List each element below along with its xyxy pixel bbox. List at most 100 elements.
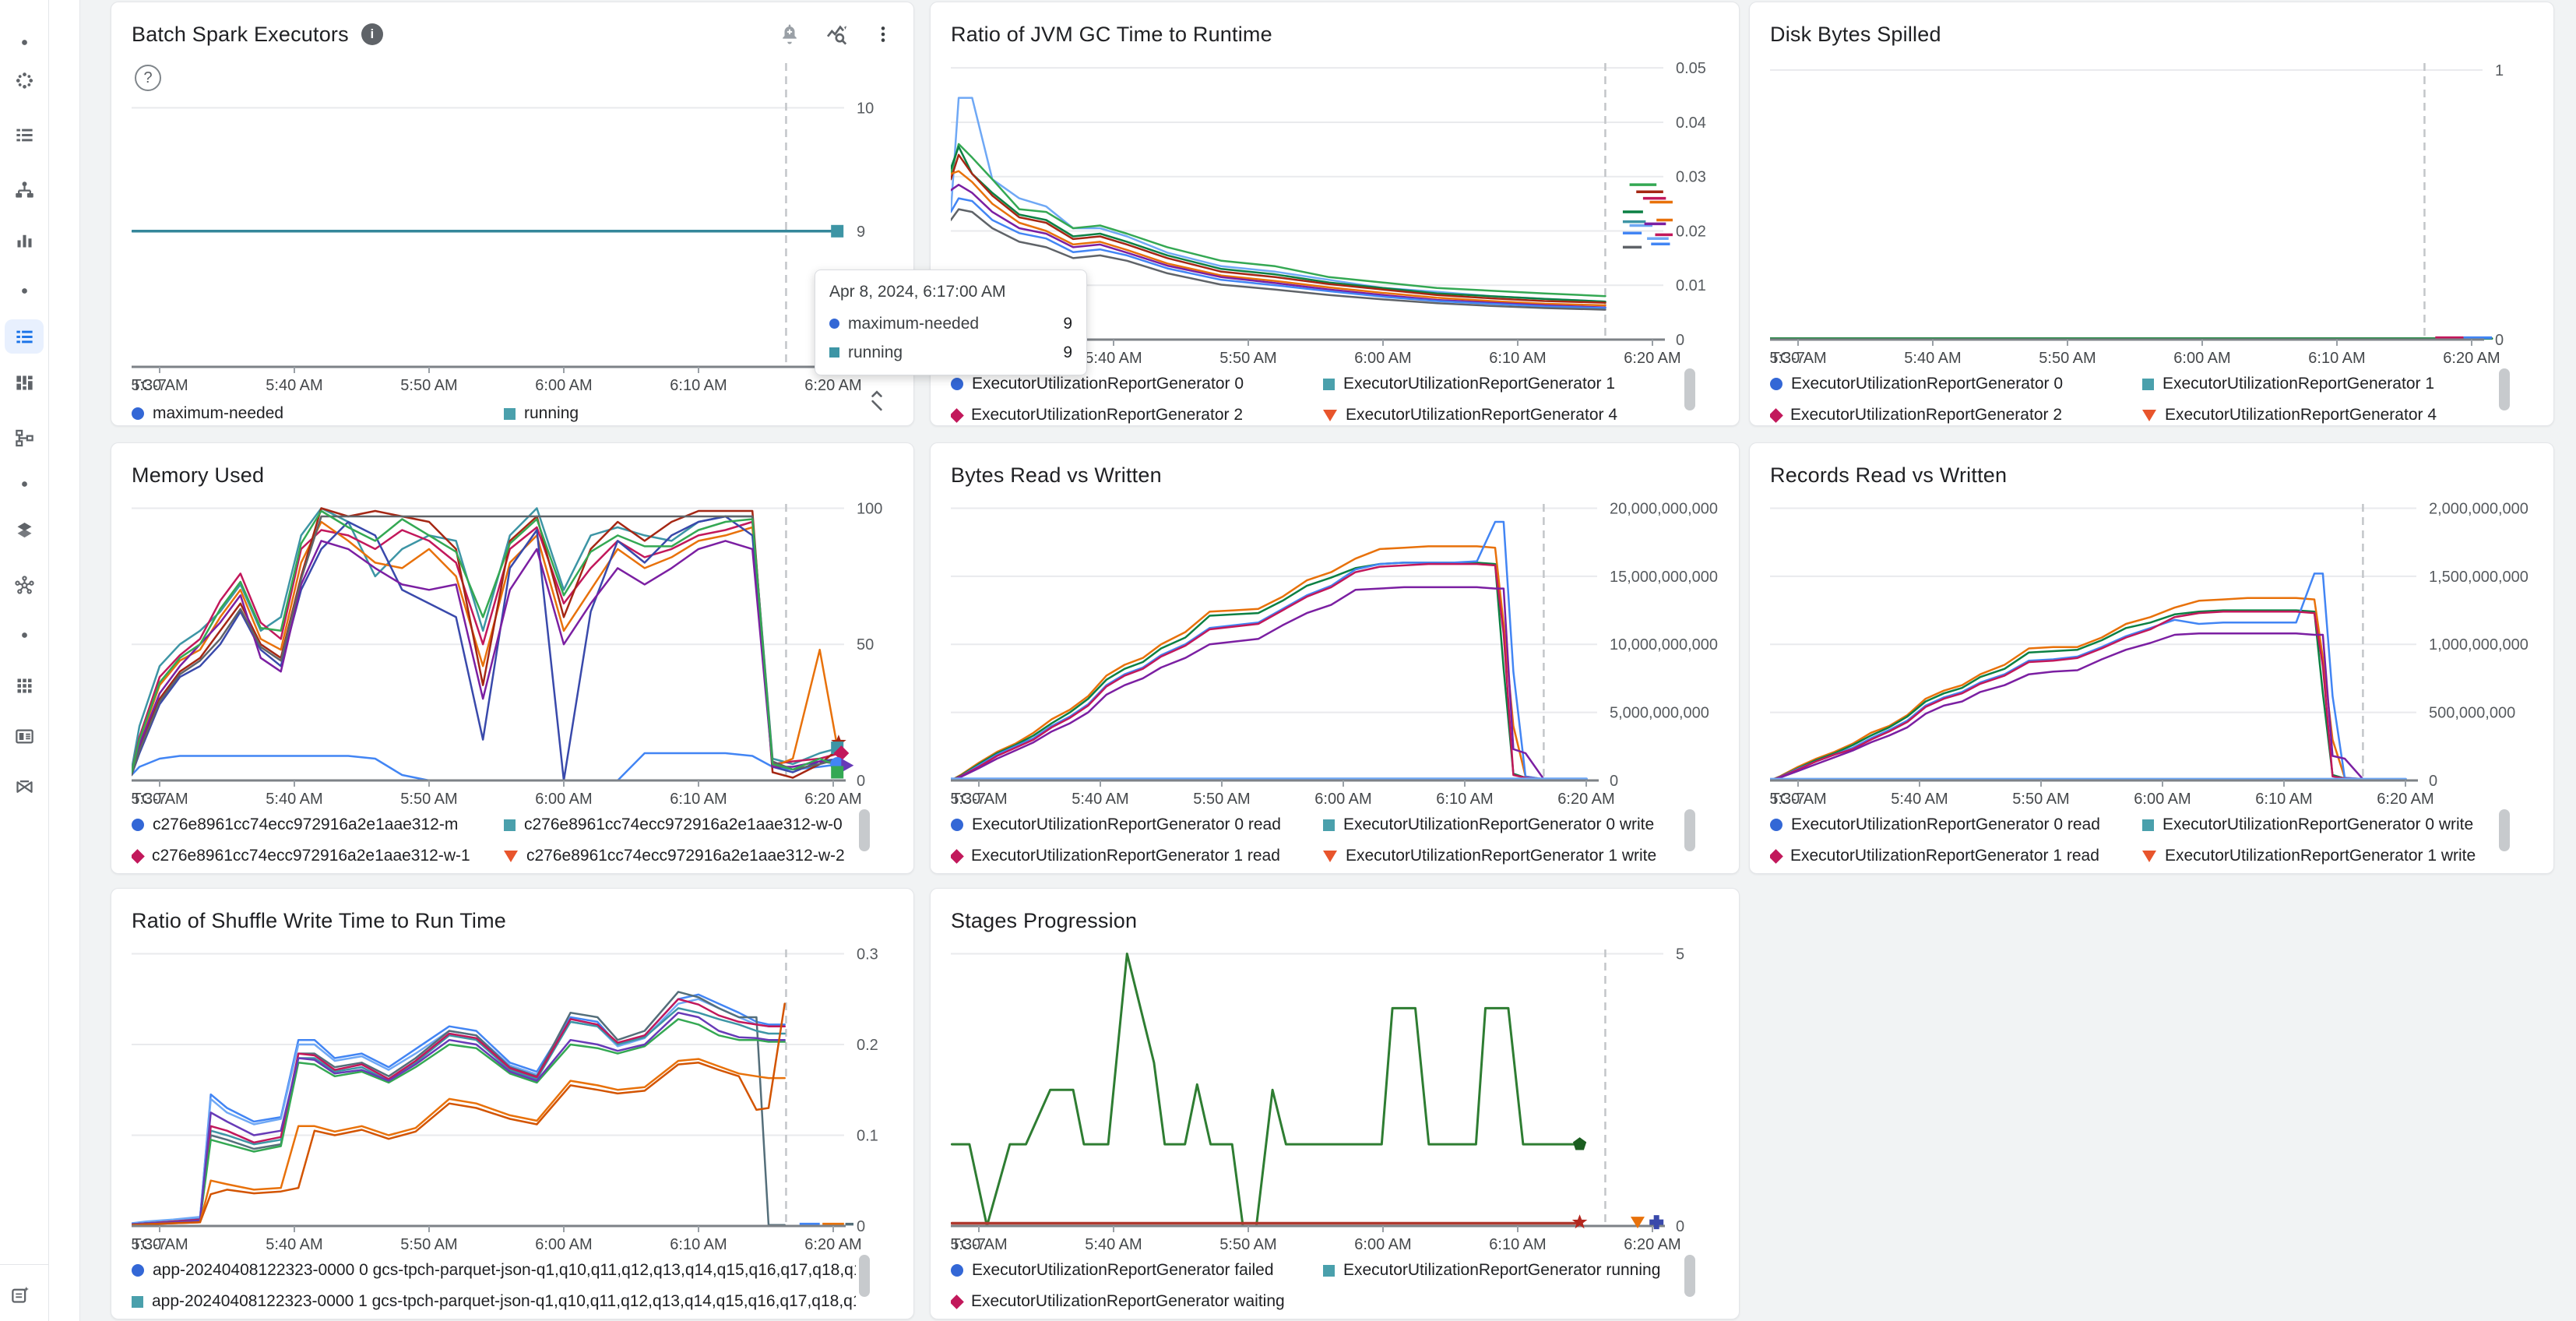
legend-item[interactable]: ExecutorUtilizationReportGenerator 1 rea… [1770, 847, 2142, 865]
legend-item[interactable]: ExecutorUtilizationReportGenerator waiti… [951, 1292, 1285, 1311]
panel-card-4: Memory Used 100 50 0 UTC-75:30 AM 5:40 AM 5:50… [111, 442, 914, 874]
legend-item[interactable]: c276e8961cc74ecc972916a2e1aae312-m [132, 815, 504, 834]
legend-row: ExecutorUtilizationReportGenerator 1 rea… [1770, 840, 2533, 872]
legend-scrollbar-thumb[interactable] [2499, 809, 2510, 851]
legend-item[interactable]: c276e8961cc74ecc972916a2e1aae312-w-0 [504, 815, 843, 834]
legend-scrollbar-thumb[interactable] [859, 809, 870, 851]
chart-plot[interactable]: 5 0 UTC-75:30 AM 5:40 AM 5:50 AM 6:00 AM 6:10 … [951, 942, 1719, 1252]
circle-legend-symbol [951, 819, 963, 831]
tooltip-row: running 9 [829, 338, 1072, 367]
legend-item[interactable]: maximum-needed [132, 404, 504, 423]
rail-dashboard-icon[interactable] [5, 365, 44, 400]
series-line-running [951, 953, 1582, 1228]
chart-plot[interactable]: 0.3 0.2 0.1 0 UTC-75:30 AM 5:40 AM 5:50 AM 6:00… [132, 942, 893, 1252]
legend-item[interactable]: ExecutorUtilizationReportGenerator 4 [1323, 406, 1617, 424]
series-line [951, 197, 1606, 309]
legend-item[interactable]: ExecutorUtilizationReportGenerator 1 [2142, 375, 2434, 393]
legend-item[interactable]: ExecutorUtilizationReportGenerator 0 wri… [1323, 815, 1654, 834]
legend-item[interactable]: ExecutorUtilizationReportGenerator 0 [951, 375, 1323, 393]
circle-legend-symbol [951, 378, 963, 390]
rail-details-icon[interactable] [5, 719, 44, 753]
legend-item[interactable]: ExecutorUtilizationReportGenerator 1 [1323, 375, 1615, 393]
panel-card-5: Bytes Read vs Written 20,000,000,000 15,00… [930, 442, 1740, 874]
legend-scrollbar-thumb[interactable] [1684, 1255, 1695, 1297]
y-axis-label: 5,000,000,000 [1610, 705, 1709, 722]
tooltip-series-label: maximum-needed [848, 314, 980, 333]
y-axis-label: 1,500,000,000 [2429, 569, 2528, 586]
legend-row: ExecutorUtilizationReportGenerator 1 rea… [951, 840, 1719, 872]
rail-labels-icon[interactable] [5, 770, 44, 804]
chart-plot[interactable]: 2,000,000,000 1,500,000,000 1,000,000,000 5… [1770, 496, 2533, 806]
alert-bell-icon[interactable] [778, 23, 801, 46]
legend-item[interactable]: ExecutorUtilizationReportGenerator faile… [951, 1261, 1323, 1280]
expand-legend-chevrons[interactable] [867, 387, 887, 417]
legend-scrollbar-thumb[interactable] [2499, 368, 2510, 410]
series-line [132, 993, 786, 1225]
legend-scrollbar-thumb[interactable] [859, 1255, 870, 1297]
legend-scrollbar-thumb[interactable] [1684, 368, 1695, 410]
x-axis-label: 5:30 AM [951, 791, 1008, 806]
x-axis-label: 6:10 AM [2308, 350, 2365, 365]
series-line [951, 562, 1588, 782]
legend-item[interactable]: app-20240408122323-0000 0 gcs-tpch-parqu… [132, 1261, 856, 1280]
legend-row: maximum-needed running [132, 398, 893, 429]
rail-metrics-icon[interactable] [5, 223, 44, 257]
legend-scrollbar-thumb[interactable] [1684, 809, 1695, 851]
rail-dot-4-icon [5, 618, 44, 652]
circle-legend-symbol [1770, 819, 1782, 831]
legend-item[interactable]: ExecutorUtilizationReportGenerator 2 [1770, 406, 2142, 424]
rail-apps-icon[interactable] [5, 668, 44, 703]
triangle-right-marker [841, 758, 854, 773]
legend-item[interactable]: ExecutorUtilizationReportGenerator 0 rea… [951, 815, 1323, 834]
series-line-c276e8961cc74ecc972916a2e1aae312-m [132, 752, 841, 782]
rail-hierarchy-icon[interactable] [5, 172, 44, 206]
chart-plot[interactable]: 1098UTC-75:30 AM5:40 AM5:50 AM6:00 AM6:1… [132, 55, 893, 395]
series-line-c276e8961cc74ecc972916a2e1aae312-w-1 [132, 520, 841, 773]
legend-item[interactable]: c276e8961cc74ecc972916a2e1aae312-w-2 [504, 847, 845, 865]
legend-label: ExecutorUtilizationReportGenerator 1 wri… [1346, 847, 1657, 865]
rail-batches-icon[interactable] [5, 319, 44, 354]
chart-plot[interactable]: 1 0 UTC-75:30 AM 5:40 AM 5:50 AM 6:00 AM 6:10 … [1770, 55, 2533, 365]
explore-data-icon[interactable] [825, 22, 850, 47]
legend-item[interactable]: ExecutorUtilizationReportGenerator 0 [1770, 375, 2142, 393]
panel-title: Stages Progression [951, 908, 1138, 932]
legend-row: ExecutorUtilizationReportGenerator 0 rea… [951, 809, 1719, 840]
legend-item[interactable]: ExecutorUtilizationReportGenerator 2 [951, 406, 1323, 424]
legend-item[interactable]: ExecutorUtilizationReportGenerator 0 wri… [2142, 815, 2473, 834]
legend-item[interactable]: ExecutorUtilizationReportGenerator 1 rea… [951, 847, 1323, 865]
x-axis-label: 6:10 AM [1489, 350, 1546, 365]
rail-notes-icon[interactable] [1, 1277, 40, 1312]
rail-clusters-icon[interactable] [5, 63, 44, 97]
rail-workflows-icon[interactable] [5, 421, 44, 455]
utc-offset-label: UTC-7 [132, 1236, 167, 1252]
x-axis-label: 5:50 AM [1219, 1236, 1276, 1252]
chart-plot[interactable]: 20,000,000,000 15,000,000,000 10,000,000,0… [951, 496, 1719, 806]
y-axis-label: 0 [1676, 332, 1684, 349]
y-axis-label: 5 [1676, 946, 1684, 963]
legend-item[interactable]: ExecutorUtilizationReportGenerator 1 wri… [2142, 847, 2476, 865]
x-axis-label: 6:00 AM [2173, 350, 2230, 365]
chart-plot[interactable]: 100 50 0 UTC-75:30 AM 5:40 AM 5:50 AM 6:00 AM 6… [132, 496, 893, 806]
legend-item[interactable]: ExecutorUtilizationReportGenerator 1 wri… [1323, 847, 1656, 865]
legend-item[interactable]: ExecutorUtilizationReportGenerator runni… [1323, 1261, 1660, 1280]
diamond-legend-symbol [951, 848, 964, 864]
rail-jobs-list-icon[interactable] [5, 118, 44, 152]
kebab-menu-icon[interactable] [873, 23, 893, 46]
legend-item[interactable]: ExecutorUtilizationReportGenerator 4 [2142, 406, 2437, 424]
series-line [132, 540, 841, 773]
legend-item[interactable]: running [504, 404, 579, 423]
legend-label: app-20240408122323-0000 0 gcs-tpch-parqu… [153, 1261, 856, 1279]
y-axis-label: 0.04 [1676, 114, 1706, 132]
rail-network-icon[interactable] [5, 568, 44, 602]
panel-title: Records Read vs Written [1770, 463, 2008, 487]
collapsed-panel-strip [48, 0, 80, 1321]
legend-item[interactable]: c276e8961cc74ecc972916a2e1aae312-w-1 [132, 847, 504, 865]
help-icon[interactable]: ? [135, 65, 161, 91]
legend-item[interactable]: ExecutorUtilizationReportGenerator 0 rea… [1770, 815, 2142, 834]
y-axis-label: 9 [857, 224, 865, 241]
x-axis-label: 5:30 AM [1770, 350, 1827, 365]
legend-item[interactable]: app-20240408122323-0000 1 gcs-tpch-parqu… [132, 1292, 856, 1311]
rail-environments-icon[interactable] [5, 513, 44, 547]
info-icon[interactable]: i [361, 23, 383, 45]
